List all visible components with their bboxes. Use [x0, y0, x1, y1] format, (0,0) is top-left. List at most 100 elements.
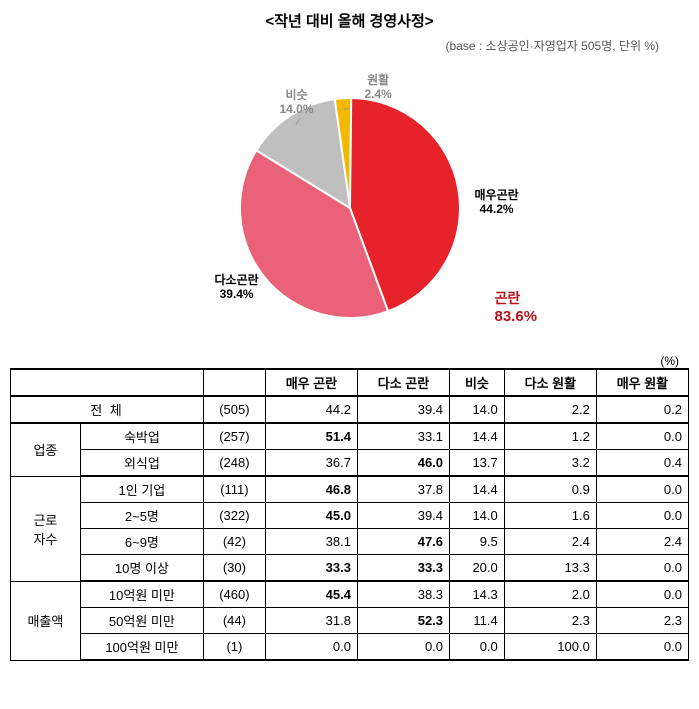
- table-row: 외식업(248)36.746.013.73.20.4: [11, 450, 689, 477]
- cell-value: 39.4: [357, 503, 449, 529]
- table-row: 2~5명(322)45.039.414.01.60.0: [11, 503, 689, 529]
- cell-value: 0.0: [596, 476, 688, 503]
- cell-value: 51.4: [265, 423, 357, 450]
- group-매출액: 매출액: [11, 581, 81, 660]
- cell-value: 0.0: [596, 634, 688, 661]
- pie-label-비슷: 비슷14.0%: [280, 88, 314, 117]
- cell-value: 0.0: [450, 634, 505, 661]
- cell-value: 33.3: [357, 555, 449, 582]
- cell-value: 0.0: [596, 555, 688, 582]
- table-row: 100억원 미만(1)0.00.00.0100.00.0: [11, 634, 689, 661]
- cell-n: (257): [203, 423, 265, 450]
- chart-title: <작년 대비 올해 경영사정>: [10, 10, 689, 31]
- row-10명 이상: 10명 이상: [80, 555, 203, 582]
- row-total-label: 전 체: [11, 396, 204, 423]
- cell-value: 14.0: [450, 396, 505, 423]
- cell-value: 14.4: [450, 476, 505, 503]
- cell-value: 0.0: [596, 423, 688, 450]
- row-100억원 미만: 100억원 미만: [80, 634, 203, 661]
- table-row: 6~9명(42)38.147.69.52.42.4: [11, 529, 689, 555]
- cell-value: 38.3: [357, 581, 449, 608]
- table-row: 50억원 미만(44)31.852.311.42.32.3: [11, 608, 689, 634]
- cell-value: 37.8: [357, 476, 449, 503]
- cell-value: 45.0: [265, 503, 357, 529]
- table-header-row: 매우 곤란다소 곤란비슷다소 원활매우 원활: [11, 369, 689, 396]
- pie-label-매우곤란: 매우곤란44.2%: [475, 188, 519, 217]
- cell-value: 2.4: [596, 529, 688, 555]
- cell-value: 14.0: [450, 503, 505, 529]
- table-row: 전 체(505)44.239.414.02.20.2: [11, 396, 689, 423]
- cell-value: 46.8: [265, 476, 357, 503]
- table-row: 근로자수1인 기업(111)46.837.814.40.90.0: [11, 476, 689, 503]
- cell-value: 0.9: [504, 476, 596, 503]
- col-비슷: 비슷: [450, 369, 505, 396]
- cell-value: 0.0: [265, 634, 357, 661]
- table-row: 10명 이상(30)33.333.320.013.30.0: [11, 555, 689, 582]
- col-매우 곤란: 매우 곤란: [265, 369, 357, 396]
- table-row: 업종숙박업(257)51.433.114.41.20.0: [11, 423, 689, 450]
- cell-value: 11.4: [450, 608, 505, 634]
- pie-group-label: 곤란83.6%: [495, 288, 538, 325]
- cell-value: 0.0: [357, 634, 449, 661]
- row-6~9명: 6~9명: [80, 529, 203, 555]
- cell-value: 0.0: [596, 581, 688, 608]
- row-1인 기업: 1인 기업: [80, 476, 203, 503]
- cell-value: 39.4: [357, 396, 449, 423]
- cell-value: 1.6: [504, 503, 596, 529]
- cell-value: 44.2: [265, 396, 357, 423]
- cell-value: 0.0: [596, 503, 688, 529]
- data-table: 매우 곤란다소 곤란비슷다소 원활매우 원활 전 체(505)44.239.41…: [10, 368, 689, 661]
- row-50억원 미만: 50억원 미만: [80, 608, 203, 634]
- col-매우 원활: 매우 원활: [596, 369, 688, 396]
- cell-value: 45.4: [265, 581, 357, 608]
- cell-value: 2.4: [504, 529, 596, 555]
- cell-n: (505): [203, 396, 265, 423]
- cell-value: 0.4: [596, 450, 688, 477]
- cell-value: 2.0: [504, 581, 596, 608]
- chart-subtitle: (base : 소상공인·자영업자 505명, 단위 %): [10, 37, 689, 54]
- cell-value: 2.2: [504, 396, 596, 423]
- header-blank: [11, 369, 204, 396]
- cell-value: 47.6: [357, 529, 449, 555]
- cell-value: 13.7: [450, 450, 505, 477]
- cell-n: (322): [203, 503, 265, 529]
- table-unit: (%): [10, 354, 689, 368]
- cell-value: 31.8: [265, 608, 357, 634]
- cell-value: 14.4: [450, 423, 505, 450]
- cell-n: (460): [203, 581, 265, 608]
- cell-value: 36.7: [265, 450, 357, 477]
- cell-value: 33.3: [265, 555, 357, 582]
- col-다소 곤란: 다소 곤란: [357, 369, 449, 396]
- pie-chart: 원활2.4% 매우곤란44.2% 다소곤란39.4% 비슷14.0% 곤란83.6%: [100, 58, 600, 348]
- cell-n: (42): [203, 529, 265, 555]
- pie-label-원활: 원활2.4%: [365, 73, 392, 102]
- cell-value: 0.2: [596, 396, 688, 423]
- group-근로 자수: 근로자수: [11, 476, 81, 581]
- cell-value: 9.5: [450, 529, 505, 555]
- cell-n: (111): [203, 476, 265, 503]
- cell-value: 20.0: [450, 555, 505, 582]
- header-n: [203, 369, 265, 396]
- group-업종: 업종: [11, 423, 81, 476]
- cell-value: 1.2: [504, 423, 596, 450]
- cell-value: 3.2: [504, 450, 596, 477]
- cell-value: 2.3: [504, 608, 596, 634]
- cell-value: 52.3: [357, 608, 449, 634]
- cell-value: 2.3: [596, 608, 688, 634]
- table-row: 매출액10억원 미만(460)45.438.314.32.00.0: [11, 581, 689, 608]
- cell-n: (1): [203, 634, 265, 661]
- pie-label-다소곤란: 다소곤란39.4%: [215, 273, 259, 302]
- cell-n: (30): [203, 555, 265, 582]
- cell-value: 100.0: [504, 634, 596, 661]
- row-10억원 미만: 10억원 미만: [80, 581, 203, 608]
- cell-value: 13.3: [504, 555, 596, 582]
- cell-value: 14.3: [450, 581, 505, 608]
- cell-value: 38.1: [265, 529, 357, 555]
- cell-value: 46.0: [357, 450, 449, 477]
- cell-value: 33.1: [357, 423, 449, 450]
- row-외식업: 외식업: [80, 450, 203, 477]
- cell-n: (248): [203, 450, 265, 477]
- row-2~5명: 2~5명: [80, 503, 203, 529]
- col-다소 원활: 다소 원활: [504, 369, 596, 396]
- cell-n: (44): [203, 608, 265, 634]
